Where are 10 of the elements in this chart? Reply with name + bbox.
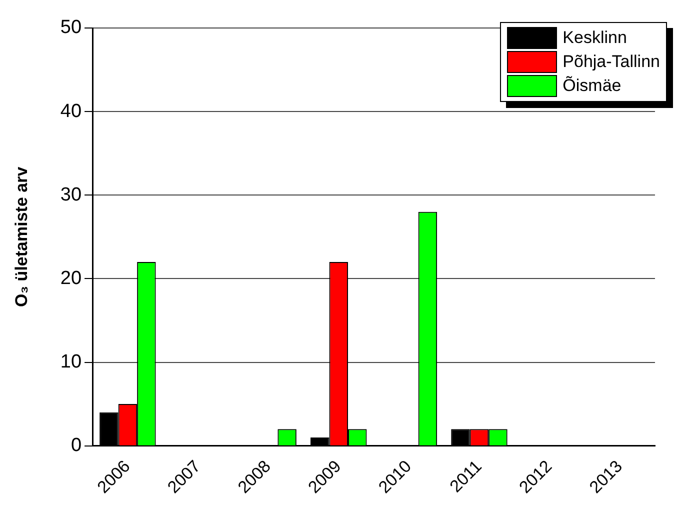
y-tick-label: 40 <box>60 100 82 122</box>
y-axis-title: O₃ ületamiste arv <box>12 166 31 307</box>
legend-label: Kesklinn <box>562 28 627 48</box>
y-tick-label: 50 <box>60 17 82 38</box>
y-tick-label: 30 <box>60 184 82 206</box>
y-tick-label: 0 <box>70 435 82 456</box>
y-tick-label: 10 <box>60 352 82 372</box>
legend-label: Põhja-Tallinn <box>562 52 660 72</box>
y-tick-label: 20 <box>60 268 82 289</box>
legend-label: Õismäe <box>562 76 622 96</box>
